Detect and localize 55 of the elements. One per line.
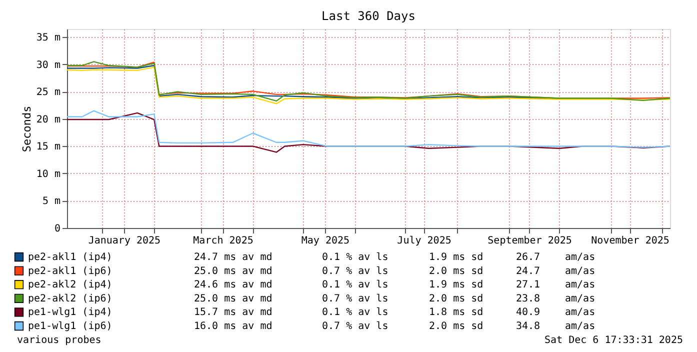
text: Sat Dec 6 17:33:31 2025 bbox=[544, 334, 683, 346]
y-tick-label: 25 m bbox=[36, 87, 60, 98]
chart-title: Last 360 Days bbox=[322, 9, 416, 23]
text: 0.1 % av ls bbox=[322, 280, 388, 291]
text: am/as bbox=[565, 321, 596, 332]
text: 2.0 ms sd bbox=[429, 293, 484, 304]
text: 0.7 % av ls bbox=[322, 293, 388, 304]
text: 26.7 bbox=[516, 252, 540, 263]
x-tick-label: July 2025 bbox=[397, 236, 452, 246]
text: am/as bbox=[565, 293, 596, 304]
legend-label: pe1-wlg1 (ip6) bbox=[28, 321, 112, 332]
y-tick-label: 35 m bbox=[36, 32, 60, 44]
text: 1.9 ms sd bbox=[429, 252, 484, 263]
text: 24.6 ms av md bbox=[194, 280, 272, 291]
text: 25.0 ms av md bbox=[194, 266, 272, 277]
legend-label: pe2-akl2 (ip6) bbox=[28, 293, 112, 304]
text: 40.9 bbox=[516, 307, 540, 318]
text: am/as bbox=[565, 307, 596, 318]
legend-label: pe1-wlg1 (ip4) bbox=[28, 307, 112, 318]
text: 34.8 bbox=[516, 321, 540, 332]
x-tick-label: March 2025 bbox=[193, 236, 254, 246]
text: 25.0 ms av md bbox=[194, 293, 272, 304]
x-tick-label: January 2025 bbox=[88, 236, 161, 246]
y-tick-label: 5 m bbox=[42, 196, 60, 208]
text: 2.0 ms sd bbox=[429, 266, 484, 277]
text: 27.1 bbox=[516, 280, 540, 291]
text: am/as bbox=[565, 280, 596, 291]
legend-label: pe2-akl1 (ip6) bbox=[28, 266, 112, 277]
text: 0.7 % av ls bbox=[322, 321, 388, 332]
x-tick-label: May 2025 bbox=[301, 236, 350, 246]
text: 24.7 ms av md bbox=[194, 252, 272, 263]
text: 0.7 % av ls bbox=[322, 266, 388, 277]
y-tick-label: 0 bbox=[54, 224, 60, 234]
text: 23.8 bbox=[516, 293, 540, 304]
y-tick-label: 20 m bbox=[36, 114, 60, 126]
legend-label: pe2-akl1 (ip4) bbox=[28, 252, 112, 263]
y-tick-label: 30 m bbox=[36, 60, 60, 71]
text: various probes bbox=[17, 334, 102, 346]
line-series bbox=[66, 66, 671, 104]
y-tick-label: 15 m bbox=[36, 142, 60, 153]
text: 2.0 ms sd bbox=[429, 321, 484, 332]
y-axis-title: Seconds bbox=[20, 106, 34, 152]
text: 0.1 % av ls bbox=[322, 252, 388, 263]
x-tick-label: November 2025 bbox=[591, 236, 670, 246]
text: 24.7 bbox=[516, 266, 540, 277]
text: am/as bbox=[565, 266, 596, 277]
y-tick-label: 10 m bbox=[36, 168, 60, 180]
text: 1.8 ms sd bbox=[429, 307, 484, 318]
text: am/as bbox=[565, 252, 596, 263]
legend-label: pe2-akl2 (ip4) bbox=[28, 280, 112, 291]
text: 0.1 % av ls bbox=[322, 307, 388, 318]
text: 16.0 ms av md bbox=[194, 321, 272, 332]
x-tick-label: September 2025 bbox=[488, 236, 572, 246]
text: 1.9 ms sd bbox=[429, 280, 484, 291]
text: 15.7 ms av md bbox=[194, 307, 272, 318]
